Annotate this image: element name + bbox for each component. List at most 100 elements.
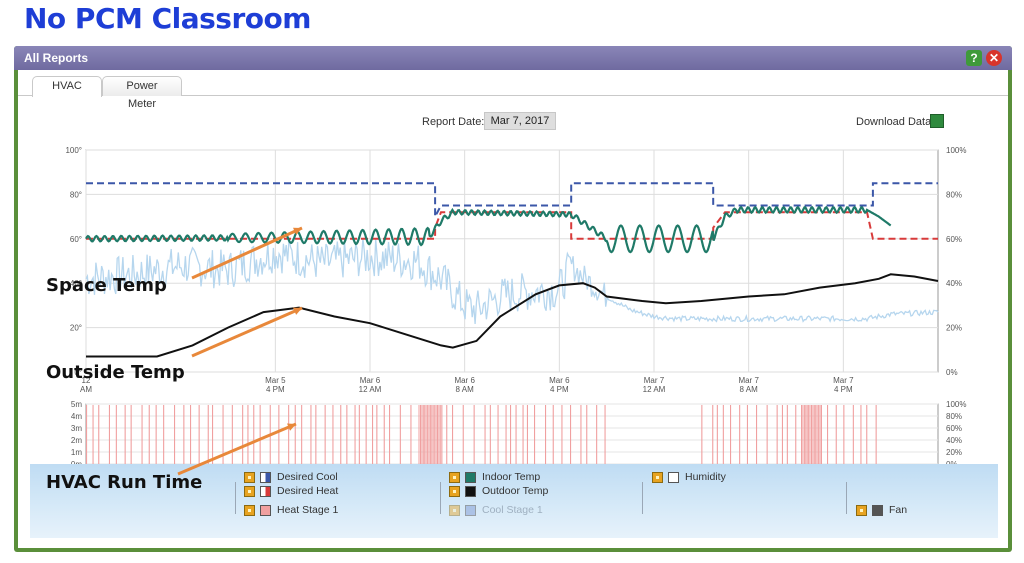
legend-checkbox[interactable] xyxy=(244,471,255,483)
runtime-bar xyxy=(422,405,424,464)
legend-item-indoor-temp[interactable]: Indoor Temp xyxy=(449,471,540,485)
legend-item-desired-cool[interactable]: Desired Cool xyxy=(244,471,338,485)
legend-checkbox[interactable] xyxy=(449,485,460,497)
runtime-y-tick-label: 0m xyxy=(71,460,82,464)
runtime-bar xyxy=(108,405,110,464)
y2-tick-label: 40% xyxy=(946,279,962,288)
x-tick-label: Mar 6 xyxy=(360,376,381,385)
legend-item-outdoor-temp[interactable]: Outdoor Temp xyxy=(449,485,548,499)
legend-item-cool-stage-1[interactable]: Cool Stage 1 xyxy=(449,504,543,518)
legend-swatch xyxy=(668,471,679,483)
runtime-bar xyxy=(489,405,491,464)
legend-item-heat-stage-1[interactable]: Heat Stage 1 xyxy=(244,504,338,518)
x-tick-label: 4 PM xyxy=(550,385,569,394)
tab-power-meter[interactable]: Power Meter xyxy=(102,76,182,110)
x-tick-label: 12 xyxy=(82,376,91,385)
close-button[interactable]: ✕ xyxy=(986,50,1002,66)
runtime-y-tick-label: 4m xyxy=(71,412,82,421)
x-tick-label: 4 PM xyxy=(266,385,285,394)
legend: Desired Cool Desired Heat Heat Stage 1 I… xyxy=(30,464,998,538)
runtime-y-tick-label: 1m xyxy=(71,448,82,457)
runtime-bar xyxy=(259,405,261,464)
legend-swatch xyxy=(260,471,271,483)
annotation-outside-temp: Outside Temp xyxy=(46,362,185,383)
runtime-bar xyxy=(141,405,143,464)
runtime-bar xyxy=(803,405,805,464)
legend-swatch xyxy=(260,504,271,516)
runtime-y2-tick-label: 80% xyxy=(946,412,962,421)
runtime-bar xyxy=(437,405,438,464)
legend-checkbox[interactable] xyxy=(449,471,460,483)
runtime-y2-tick-label: 60% xyxy=(946,424,962,433)
runtime-bar xyxy=(811,405,812,464)
y2-tick-label: 100% xyxy=(946,146,966,155)
legend-item-desired-heat[interactable]: Desired Heat xyxy=(244,485,338,499)
legend-checkbox[interactable] xyxy=(244,504,255,516)
legend-item-humidity[interactable]: Humidity xyxy=(652,471,726,485)
runtime-bar xyxy=(746,405,748,464)
spreadsheet-icon[interactable] xyxy=(930,114,944,128)
legend-checkbox[interactable] xyxy=(856,504,867,516)
runtime-bar xyxy=(835,405,837,464)
runtime-bar xyxy=(431,405,433,464)
runtime-bar xyxy=(92,405,94,464)
x-tick-label: 12 AM xyxy=(643,385,666,394)
runtime-bar xyxy=(522,405,524,464)
runtime-bar xyxy=(98,405,100,464)
help-button[interactable]: ? xyxy=(966,50,982,66)
runtime-y-tick-label: 5m xyxy=(71,400,82,409)
runtime-bar xyxy=(596,405,598,464)
runtime-bar xyxy=(438,405,440,464)
runtime-bar xyxy=(432,405,434,464)
y-tick-label: 40° xyxy=(70,279,82,288)
runtime-bar xyxy=(812,405,814,464)
annotation-hvac-run-time: HVAC Run Time xyxy=(46,472,203,493)
runtime-bar xyxy=(586,405,588,464)
runtime-bar xyxy=(183,405,185,464)
runtime-bar xyxy=(441,405,443,464)
runtime-bar xyxy=(802,405,804,464)
legend-divider xyxy=(440,482,441,514)
runtime-bar xyxy=(372,405,374,464)
runtime-bar xyxy=(301,405,303,464)
runtime-y2-tick-label: 100% xyxy=(946,400,966,409)
x-tick-label: Mar 7 xyxy=(833,376,854,385)
x-tick-label: 4 PM xyxy=(834,385,853,394)
runtime-bar xyxy=(365,405,367,464)
runtime-bar xyxy=(452,405,454,464)
runtime-bar xyxy=(376,405,378,464)
runtime-y2-tick-label: 20% xyxy=(946,448,962,457)
series-humidity xyxy=(85,237,939,325)
legend-checkbox[interactable] xyxy=(244,485,255,497)
window-title-bar: All Reports ? ✕ xyxy=(14,46,1012,70)
tab-hvac[interactable]: HVAC xyxy=(32,76,102,97)
slide-title: No PCM Classroom xyxy=(24,2,311,35)
runtime-bar xyxy=(505,405,507,464)
legend-checkbox[interactable] xyxy=(652,471,663,483)
runtime-bar xyxy=(163,405,165,464)
download-data-link[interactable]: Download Data xyxy=(856,116,932,128)
runtime-bar xyxy=(358,405,360,464)
runtime-bar xyxy=(795,405,797,464)
y-tick-label: 100° xyxy=(65,146,82,155)
runtime-bar xyxy=(561,405,563,464)
report-date-field[interactable]: Mar 7, 2017 xyxy=(484,112,556,130)
legend-divider xyxy=(642,482,643,514)
runtime-bar xyxy=(818,405,820,464)
runtime-bar xyxy=(820,405,822,464)
runtime-bar xyxy=(399,405,401,464)
y-tick-label: 20° xyxy=(70,324,82,333)
runtime-bar xyxy=(484,405,486,464)
runtime-bar xyxy=(174,405,176,464)
runtime-bar xyxy=(212,405,214,464)
x-tick-label: Mar 6 xyxy=(454,376,475,385)
runtime-bar xyxy=(315,405,317,464)
runtime-y-tick-label: 3m xyxy=(71,424,82,433)
runtime-bar xyxy=(781,405,783,464)
legend-item-fan[interactable]: Fan xyxy=(856,504,907,518)
legend-checkbox[interactable] xyxy=(449,504,460,516)
runtime-bar xyxy=(866,405,868,464)
runtime-bar xyxy=(425,405,427,464)
runtime-bar xyxy=(428,405,430,464)
legend-swatch xyxy=(872,504,883,516)
